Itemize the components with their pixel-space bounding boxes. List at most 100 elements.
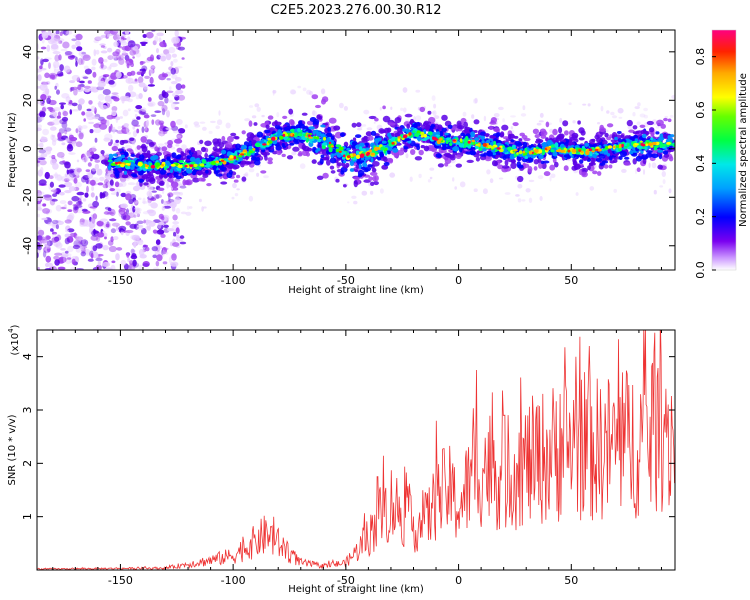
- heatmap-cell: [432, 136, 435, 140]
- heatmap-cell: [330, 170, 336, 174]
- heatmap-cell: [603, 164, 609, 169]
- heatmap-cell: [92, 200, 99, 208]
- heatmap-cell: [663, 153, 670, 158]
- heatmap-cell: [525, 188, 531, 193]
- heatmap-cell: [127, 257, 130, 263]
- heatmap-cell: [108, 141, 113, 147]
- heatmap-cell: [281, 142, 285, 148]
- heatmap-cell: [379, 153, 384, 158]
- heatmap-cell: [470, 131, 475, 136]
- heatmap-cell: [111, 106, 118, 112]
- heatmap-cell: [493, 140, 497, 146]
- heatmap-cell: [130, 248, 135, 255]
- heatmap-cell: [130, 234, 137, 240]
- heatmap-cell: [130, 255, 138, 260]
- heatmap-cell: [50, 134, 54, 141]
- heatmap-cell: [552, 128, 558, 136]
- heatmap-cell: [110, 173, 115, 178]
- x-tick-label: -50: [337, 574, 355, 587]
- heatmap-cell: [335, 144, 342, 148]
- heatmap-cell: [110, 264, 116, 270]
- heatmap-cell: [201, 158, 206, 164]
- heatmap-cell: [56, 89, 60, 95]
- heatmap-cell: [329, 165, 335, 170]
- heatmap-cell: [158, 221, 165, 226]
- heatmap-cell: [101, 262, 111, 267]
- heatmap-cell: [55, 224, 60, 230]
- heatmap-cell: [186, 168, 193, 174]
- heatmap-cell: [540, 160, 545, 164]
- heatmap-cell: [134, 113, 138, 118]
- heatmap-cell: [56, 151, 65, 158]
- heatmap-cell: [71, 38, 77, 42]
- heatmap-cell: [588, 162, 596, 166]
- heatmap-cell: [41, 107, 47, 113]
- heatmap-cell: [421, 138, 428, 142]
- heatmap-cell: [260, 170, 267, 174]
- heatmap-cell: [367, 135, 374, 141]
- heatmap-cell: [587, 103, 591, 107]
- heatmap-cell: [62, 160, 66, 164]
- heatmap-cell: [662, 150, 669, 155]
- heatmap-cell: [82, 54, 91, 61]
- heatmap-cell: [44, 171, 50, 180]
- heatmap-cell: [254, 146, 259, 152]
- heatmap-cell: [119, 116, 123, 119]
- heatmap-cell: [126, 125, 129, 134]
- heatmap-cell: [138, 93, 143, 99]
- heatmap-cell: [170, 81, 178, 85]
- heatmap-cell: [133, 200, 139, 204]
- heatmap-cell: [59, 64, 64, 72]
- heatmap-cell: [462, 111, 467, 117]
- heatmap-cell: [109, 62, 118, 68]
- heatmap-cell: [541, 150, 545, 156]
- heatmap-cell: [537, 175, 544, 180]
- heatmap-cell: [172, 101, 180, 105]
- heatmap-cell: [510, 115, 516, 118]
- heatmap-cell: [452, 146, 460, 152]
- heatmap-cell: [476, 150, 484, 154]
- heatmap-cell: [503, 153, 511, 159]
- heatmap-cell: [538, 162, 543, 169]
- heatmap-cell: [127, 108, 131, 112]
- heatmap-cell: [413, 122, 418, 128]
- heatmap-cell: [174, 77, 182, 82]
- heatmap-cell: [72, 142, 76, 147]
- heatmap-cell: [248, 195, 254, 202]
- heatmap-cell: [110, 163, 116, 166]
- heatmap-cell: [91, 58, 97, 66]
- heatmap-cell: [267, 137, 272, 141]
- heatmap-cell: [315, 104, 321, 109]
- heatmap-cell: [79, 195, 83, 199]
- heatmap-cell: [516, 161, 521, 168]
- heatmap-cell: [316, 130, 319, 137]
- heatmap-cell: [37, 192, 42, 197]
- heatmap-cell: [96, 220, 104, 227]
- heatmap-cell: [448, 139, 452, 143]
- heatmap-cell: [52, 51, 61, 55]
- y-tick-label: 40: [21, 45, 34, 59]
- heatmap-cell: [82, 238, 85, 245]
- heatmap-cell: [134, 240, 140, 245]
- heatmap-cell: [146, 56, 154, 62]
- heatmap-cell: [374, 138, 380, 144]
- heatmap-cell: [415, 89, 421, 93]
- heatmap-cell: [322, 136, 327, 141]
- heatmap-cell: [466, 159, 474, 163]
- heatmap-cell: [84, 68, 92, 75]
- heatmap-cell: [667, 135, 671, 139]
- heatmap-cell: [624, 156, 630, 160]
- heatmap-cell: [37, 236, 41, 240]
- heatmap-cell: [85, 111, 93, 118]
- heatmap-cell: [504, 159, 509, 166]
- heatmap-cell: [139, 61, 146, 64]
- heatmap-cell: [303, 133, 306, 137]
- heatmap-cell: [335, 178, 340, 183]
- heatmap-cell: [91, 153, 100, 160]
- heatmap-cell: [150, 155, 157, 161]
- heatmap-cell: [161, 104, 168, 112]
- heatmap-cell: [604, 132, 609, 138]
- heatmap-cell: [162, 261, 168, 265]
- heatmap-cell: [265, 124, 270, 130]
- heatmap-cell: [656, 119, 664, 126]
